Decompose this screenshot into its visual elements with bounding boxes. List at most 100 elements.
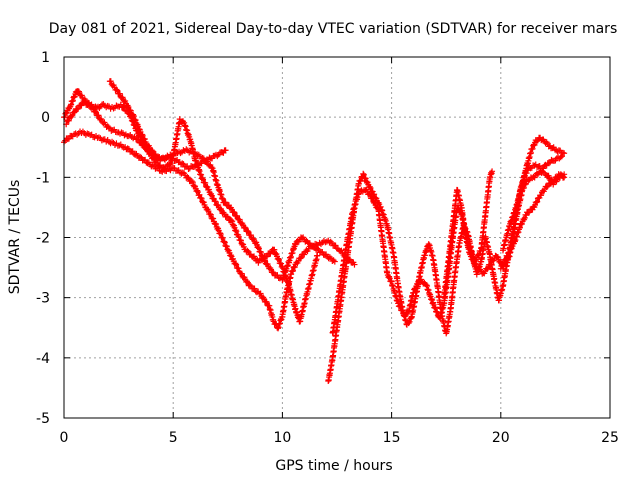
- data-point: [241, 224, 248, 231]
- data-point: [384, 269, 391, 276]
- data-point: [330, 257, 337, 264]
- data-point: [257, 249, 264, 256]
- data-point: [138, 139, 145, 146]
- data-point: [138, 131, 145, 138]
- data-point: [484, 266, 491, 273]
- grid: [64, 57, 610, 418]
- data-point: [275, 255, 282, 262]
- data-point: [327, 238, 334, 245]
- data-point: [557, 171, 564, 178]
- data-point: [224, 214, 231, 221]
- data-point: [494, 254, 501, 261]
- x-tick-label: 25: [601, 430, 619, 446]
- data-point: [246, 281, 253, 288]
- data-point: [235, 233, 242, 240]
- data-point: [314, 252, 321, 259]
- data-point: [561, 174, 568, 181]
- data-point: [271, 246, 278, 253]
- chart-title: Day 081 of 2021, Sidereal Day-to-day VTE…: [49, 21, 617, 37]
- data-point: [290, 267, 297, 274]
- data-point: [188, 178, 195, 185]
- data-point: [212, 198, 219, 205]
- data-point: [223, 243, 230, 250]
- data-point: [529, 145, 536, 152]
- data-point: [539, 168, 546, 175]
- data-point: [148, 147, 155, 154]
- series-track-4: [106, 78, 338, 283]
- data-point: [366, 183, 373, 190]
- data-point: [257, 290, 264, 297]
- series-track-9: [497, 171, 568, 272]
- data-point: [227, 252, 234, 259]
- data-point: [230, 208, 237, 215]
- plot-frame: [63, 56, 611, 419]
- data-point: [137, 153, 144, 160]
- data-point: [263, 299, 270, 306]
- data-point: [410, 289, 417, 296]
- data-point: [357, 178, 364, 185]
- data-point: [553, 175, 560, 182]
- x-axis-label: GPS time / hours: [275, 458, 392, 474]
- data-point: [127, 107, 134, 114]
- data-point: [142, 156, 149, 163]
- data-point: [497, 265, 504, 272]
- data-point: [124, 145, 131, 152]
- data-point: [291, 264, 298, 271]
- data-point: [374, 205, 381, 212]
- data-point: [215, 202, 222, 209]
- data-point: [219, 234, 226, 241]
- data-point: [166, 161, 173, 168]
- data-point: [531, 162, 538, 169]
- data-point: [215, 227, 222, 234]
- data-point: [366, 190, 373, 197]
- data-point: [396, 302, 403, 309]
- data-point: [75, 105, 82, 112]
- data-point: [489, 168, 496, 175]
- data-point: [369, 195, 376, 202]
- data-point: [221, 239, 228, 246]
- data-point: [506, 249, 513, 256]
- data-point: [402, 312, 409, 319]
- data-point: [244, 247, 251, 254]
- data-point: [233, 212, 240, 219]
- data-point: [210, 215, 217, 222]
- data-point: [135, 136, 142, 143]
- data-point: [331, 258, 338, 265]
- data-point: [98, 116, 105, 123]
- data-point: [141, 136, 148, 143]
- data-point: [116, 90, 123, 97]
- data-point: [231, 209, 238, 216]
- x-tick-label: 20: [492, 430, 510, 446]
- data-point: [78, 92, 85, 99]
- y-tick-label: 1: [41, 50, 50, 66]
- data-point: [244, 278, 251, 285]
- data-point: [267, 250, 274, 257]
- data-point: [540, 165, 547, 172]
- data-point: [255, 245, 262, 252]
- x-tick-label: 10: [273, 430, 291, 446]
- data-point: [247, 232, 254, 239]
- series-track-2: [61, 128, 358, 332]
- data-point: [533, 199, 540, 206]
- y-tick-label: -5: [36, 411, 50, 427]
- data-point: [223, 213, 230, 220]
- y-tick-label: 0: [41, 110, 50, 126]
- data-point: [166, 166, 173, 173]
- axis-ticks: 0 5 10 15 20 25 -5 -4 -3 -2 -1 0 1: [36, 50, 619, 446]
- data-point: [485, 264, 492, 271]
- data-point: [235, 265, 242, 272]
- y-axis-label: SDTVAR / TECUs: [7, 180, 23, 295]
- data-point: [149, 148, 156, 155]
- data-point: [405, 309, 412, 316]
- data-point: [314, 245, 321, 252]
- data-point: [92, 109, 99, 116]
- data-point: [475, 251, 482, 258]
- data-point: [233, 261, 240, 268]
- data-point: [66, 104, 73, 111]
- data-point: [205, 186, 212, 193]
- data-point: [167, 160, 174, 167]
- data-point: [189, 179, 196, 186]
- data-point: [518, 220, 525, 227]
- data-point: [360, 170, 367, 177]
